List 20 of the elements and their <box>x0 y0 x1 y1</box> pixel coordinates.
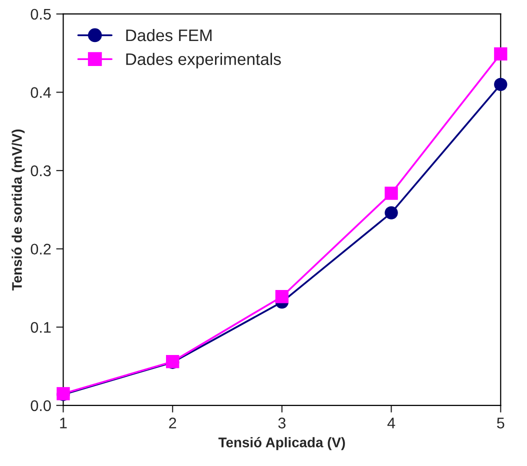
legend-label: Dades FEM <box>126 28 212 42</box>
point <box>494 78 508 92</box>
y-tick-label: 0.0 <box>30 400 51 412</box>
x-tick-label: 1 <box>60 418 67 428</box>
x-axis-title: Tensió Aplicada (V) <box>218 437 345 450</box>
y-tick-label: 0.2 <box>30 244 51 255</box>
y-tick-label: 0.5 <box>30 8 51 20</box>
legend-label: Dades experimentals <box>126 52 281 68</box>
y-axis-title: Tensió de sortida (mV/V) <box>12 129 25 290</box>
y-tick-label: 0.3 <box>30 165 51 176</box>
x-tick-label: 4 <box>387 418 396 428</box>
y-tick-label: 0.1 <box>30 322 51 333</box>
x-tick-label: 3 <box>278 418 286 428</box>
point <box>275 290 289 304</box>
point <box>494 47 508 60</box>
x-tick-label: 5 <box>497 418 504 428</box>
point <box>384 206 398 220</box>
point <box>384 186 398 200</box>
x-tick-label: 2 <box>169 418 176 428</box>
y-tick-label: 0.4 <box>30 87 51 98</box>
